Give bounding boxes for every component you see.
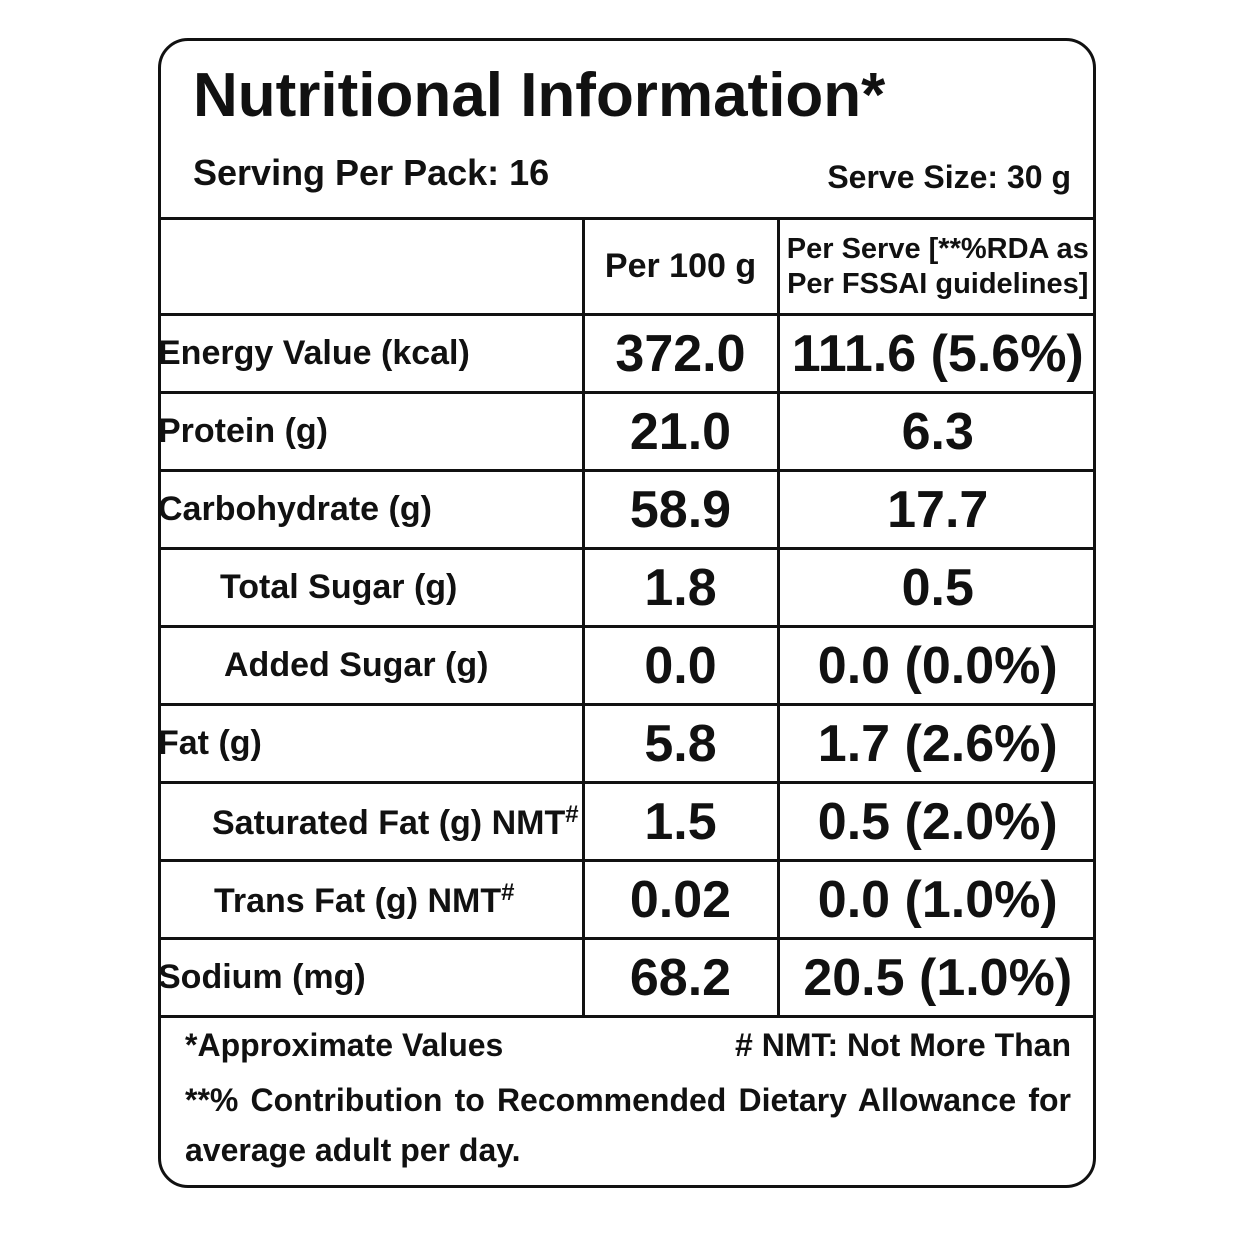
table-header-row: Per 100 g Per Serve [**%RDA as Per FSSAI… [161, 217, 1093, 316]
value-per-100g: 0.02 [581, 859, 780, 940]
header-per-serve: Per Serve [**%RDA as Per FSSAI guideline… [776, 217, 1093, 316]
label-title: Nutritional Information* [193, 61, 886, 130]
serving-per-pack: Serving Per Pack: 16 [193, 152, 550, 193]
serve-size: Serve Size: 30 g [827, 159, 1071, 195]
value-per-100g: 21.0 [581, 391, 780, 472]
nutrient-name: Fat (g) [161, 703, 585, 784]
value-per-100g: 1.8 [581, 547, 780, 628]
nmt-footnote-mark: # [501, 878, 515, 906]
table-row: Sodium (mg) 68.2 20.5 (1.0%) [161, 937, 1093, 1018]
value-per-serve: 0.5 [776, 547, 1093, 628]
header-per-serve-line2: Per FSSAI guidelines] [787, 267, 1089, 300]
value-per-100g: 5.8 [581, 703, 780, 784]
value-per-100g: 68.2 [581, 937, 780, 1018]
footnote-rda: **% Contribution to Recommended Dietary … [185, 1082, 1071, 1168]
nutrient-name-cell: Trans Fat (g) NMT# [161, 859, 585, 940]
nmt-footnote-mark: # [565, 800, 579, 828]
header-nutrient [161, 217, 585, 316]
nutrient-name: Energy Value (kcal) [161, 313, 585, 394]
table-row: Fat (g) 5.8 1.7 (2.6%) [161, 703, 1093, 784]
nutrient-name-cell: Saturated Fat (g) NMT# [161, 781, 585, 862]
footnote-approximate: *Approximate Values [185, 1027, 504, 1063]
footnote-nmt: # NMT: Not More Than [735, 1027, 1071, 1063]
value-per-serve: 1.7 (2.6%) [776, 703, 1093, 784]
nutrient-name: Carbohydrate (g) [161, 469, 585, 550]
table-row: Protein (g) 21.0 6.3 [161, 391, 1093, 472]
header-per-100g: Per 100 g [581, 217, 780, 316]
nutrition-label-card: Nutritional Information* Serving Per Pac… [158, 38, 1096, 1188]
nutrition-table: Per 100 g Per Serve [**%RDA as Per FSSAI… [161, 217, 1093, 1018]
nutrient-name: Saturated Fat (g) NMT [212, 803, 566, 842]
nutrient-name: Sodium (mg) [161, 937, 585, 1018]
table-row: Saturated Fat (g) NMT# 1.5 0.5 (2.0%) [161, 781, 1093, 862]
value-per-100g: 372.0 [581, 313, 780, 394]
value-per-serve: 20.5 (1.0%) [776, 937, 1093, 1018]
table-row: Trans Fat (g) NMT# 0.02 0.0 (1.0%) [161, 859, 1093, 940]
value-per-serve: 0.0 (1.0%) [776, 859, 1093, 940]
table-row: Added Sugar (g) 0.0 0.0 (0.0%) [161, 625, 1093, 706]
value-per-serve: 0.5 (2.0%) [776, 781, 1093, 862]
table-row: Total Sugar (g) 1.8 0.5 [161, 547, 1093, 628]
nutrient-name: Total Sugar (g) [161, 547, 585, 628]
header-per-serve-line1: Per Serve [**%RDA as [786, 232, 1089, 265]
nutrient-name: Added Sugar (g) [161, 625, 585, 706]
value-per-100g: 0.0 [581, 625, 780, 706]
value-per-serve: 0.0 (0.0%) [776, 625, 1093, 706]
table-row: Carbohydrate (g) 58.9 17.7 [161, 469, 1093, 550]
value-per-100g: 1.5 [581, 781, 780, 862]
nutrient-name: Trans Fat (g) NMT [214, 881, 502, 920]
value-per-100g: 58.9 [581, 469, 780, 550]
value-per-serve: 111.6 (5.6%) [776, 313, 1093, 394]
value-per-serve: 17.7 [776, 469, 1093, 550]
nutrient-name: Protein (g) [161, 391, 585, 472]
table-row: Energy Value (kcal) 372.0 111.6 (5.6%) [161, 313, 1093, 394]
value-per-serve: 6.3 [776, 391, 1093, 472]
